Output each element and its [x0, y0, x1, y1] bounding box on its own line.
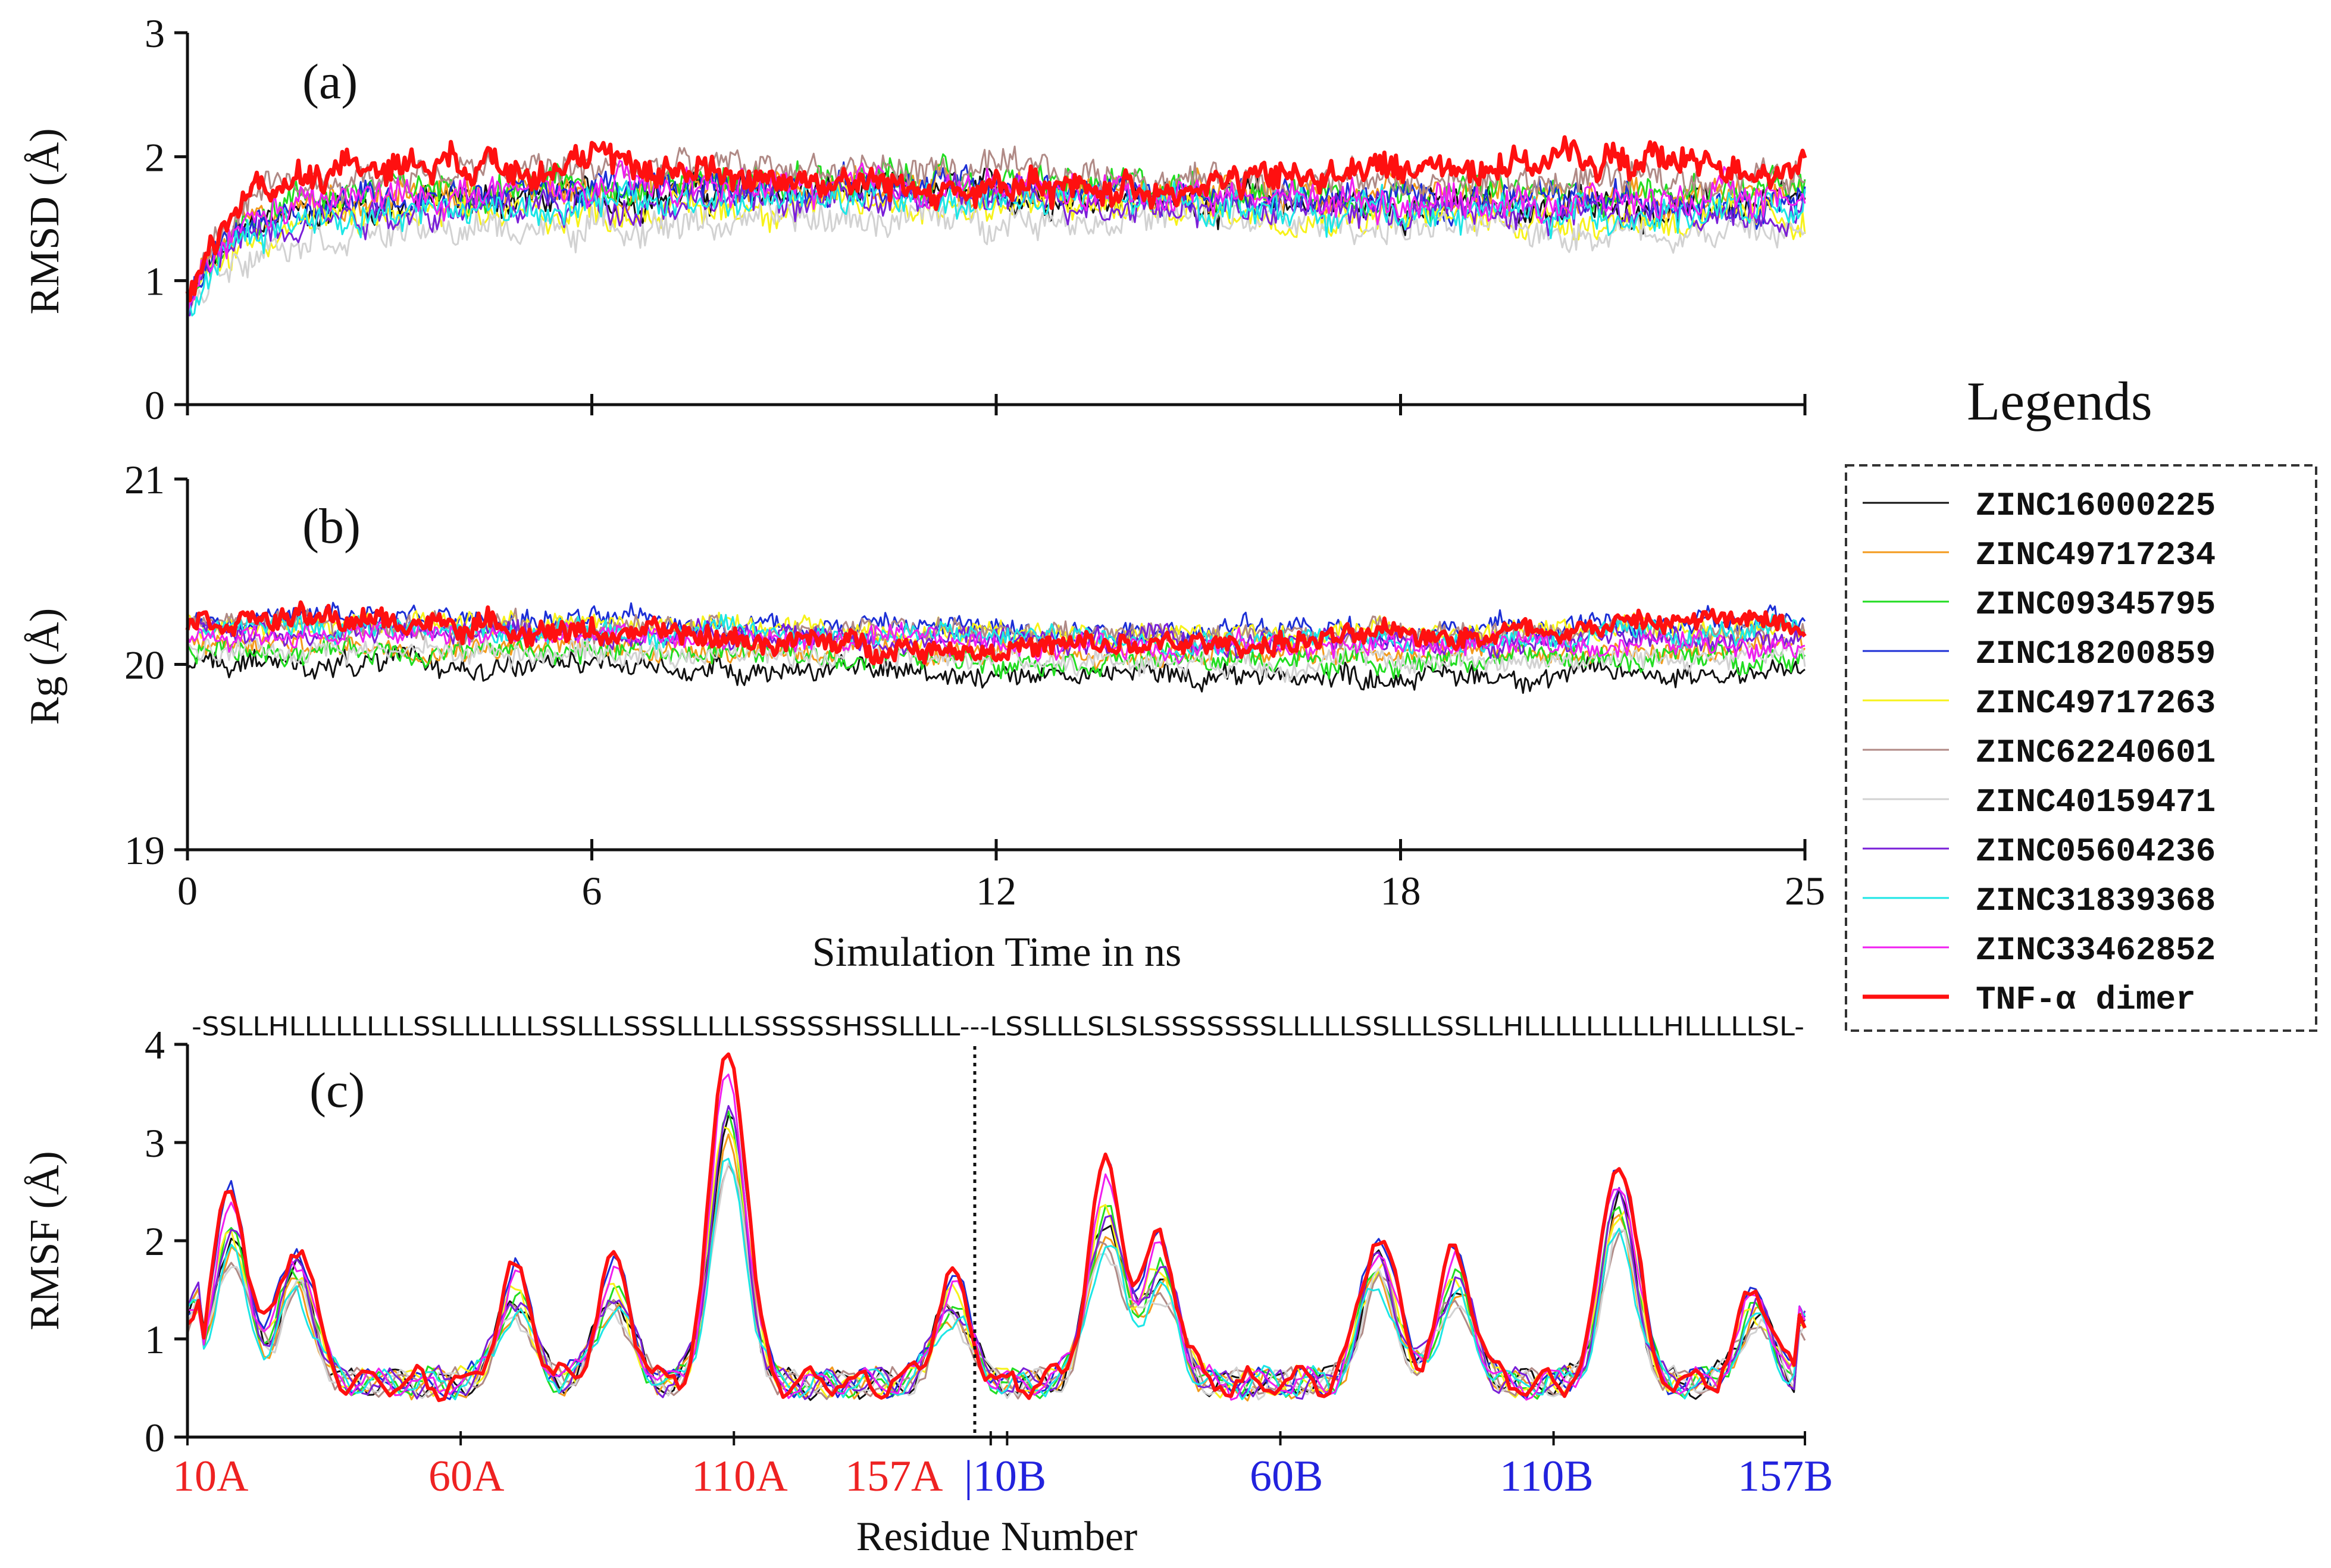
rg-line [186, 631, 1806, 680]
legend-label: ZINC18200859 [1976, 635, 2216, 673]
panel-c-ytick-label: 1 [145, 1317, 165, 1362]
rmsf-line [186, 1125, 1806, 1399]
panel-b-xtick-label: 25 [1785, 868, 1825, 913]
panel-b-label: (b) [302, 499, 361, 554]
panel-a-ytick-label: 1 [145, 259, 165, 304]
legend-label: ZINC31839368 [1976, 882, 2216, 920]
residue-tick-157A: 157A [845, 1452, 943, 1501]
rmsf-line [187, 1073, 1806, 1401]
panel-a-ytick-label: 0 [145, 383, 165, 428]
panel-a-ytick-label: 2 [145, 134, 165, 180]
rg-line [187, 632, 1806, 683]
panel-c-ytick-label: 2 [145, 1219, 165, 1264]
residue-tick-110A: 110A [692, 1452, 788, 1501]
secondary-structure: -SSLLHLLLLLLLLSSLLLLLLSSLLLSSSLLLLLSSSSS… [192, 1012, 1804, 1042]
rmsf-line [186, 1163, 1806, 1400]
rmsd-line [185, 135, 1807, 303]
panel-b-ylabel: Rg (Å) [22, 608, 68, 725]
panel-a-ytick-label: 3 [145, 11, 165, 56]
panel-c-xlabel: Residue Number [856, 1514, 1137, 1560]
residue-tick-10B: |10B [964, 1452, 1046, 1501]
rmsf-line [186, 1052, 1807, 1403]
residue-tick-110B: 110B [1500, 1452, 1594, 1501]
panel-b-xtick-label: 6 [582, 868, 602, 913]
rg-line [185, 600, 1807, 666]
rmsf-line [186, 1157, 1806, 1401]
legend-box [1845, 464, 2317, 1032]
legend-label: ZINC09345795 [1976, 586, 2216, 624]
panel-b-series [185, 600, 1807, 694]
panel-b-xtick-label: 12 [976, 868, 1016, 913]
legend-label: ZINC40159471 [1976, 783, 2216, 821]
legend-label: ZINC62240601 [1976, 734, 2216, 772]
rmsf-line [186, 1115, 1806, 1401]
panel-b-xtick-label: 0 [177, 868, 198, 913]
legend-label: ZINC16000225 [1976, 487, 2216, 525]
legend-label: ZINC33462852 [1976, 931, 2216, 969]
panel-c-ticks: 0 1 2 3 4 [145, 1022, 1806, 1460]
panel-b-xtick-label: 18 [1381, 868, 1421, 913]
panel-c-ytick-label: 4 [145, 1022, 165, 1068]
panel-b-xlabel: Simulation Time in ns [812, 929, 1181, 975]
panel-b-ytick-label: 20 [124, 643, 165, 688]
rmsd-line [186, 145, 1806, 311]
rmsd-line [187, 196, 1806, 308]
rmsf-line [187, 1110, 1806, 1400]
residue-tick-60B: 60B [1250, 1452, 1323, 1501]
rmsf-line [186, 1105, 1806, 1400]
legend-title: Legends [1967, 371, 2152, 431]
rmsd-line [186, 159, 1806, 315]
panel-a: 0 1 2 3 (a) RMSD (Å) [22, 11, 1807, 428]
legend: Legends ZINC16000225 ZINC49717234 ZINC0934… [1845, 371, 2317, 1032]
panel-b-ticks: 19 20 21 0 6 12 18 25 [124, 457, 1825, 913]
panel-c-ytick-label: 3 [145, 1121, 165, 1166]
panel-a-label: (a) [302, 54, 358, 109]
legend-label: ZINC05604236 [1976, 832, 2216, 871]
panel-b: 19 20 21 0 6 12 18 25 (b) Rg (Å) Simulation Tim… [22, 457, 1825, 975]
legend-label: TNF-α dimer [1976, 981, 2196, 1019]
panel-b-ytick-label: 19 [124, 828, 165, 873]
legend-items: ZINC16000225 ZINC49717234 ZINC09345795 ZINC… [1863, 487, 2216, 1019]
rmsf-line [187, 1053, 1806, 1400]
panel-a-ylabel: RMSD (Å) [22, 128, 68, 314]
panel-c: -SSLLHLLLLLLLLSSLLLLLLSSLLLSSSLLLLLSSSSS… [22, 1012, 1833, 1560]
panel-a-ticks: 0 1 2 3 [145, 11, 1807, 428]
residue-tick-157B: 157B [1738, 1452, 1833, 1501]
panel-a-series [185, 135, 1807, 320]
panel-c-series [186, 1052, 1807, 1403]
rg-line [187, 610, 1806, 652]
panel-c-label: (c) [309, 1063, 365, 1118]
rmsf-line [186, 1133, 1806, 1402]
panel-c-ytick-label: 0 [145, 1415, 165, 1460]
panel-c-ylabel: RMSF (Å) [22, 1151, 68, 1330]
residue-tick-60A: 60A [428, 1452, 504, 1501]
legend-label: ZINC49717234 [1976, 536, 2216, 574]
residue-tick-10A: 10A [173, 1452, 248, 1501]
panel-b-ytick-label: 21 [124, 457, 165, 502]
legend-label: ZINC49717263 [1976, 684, 2216, 722]
rmsf-line [186, 1162, 1806, 1401]
